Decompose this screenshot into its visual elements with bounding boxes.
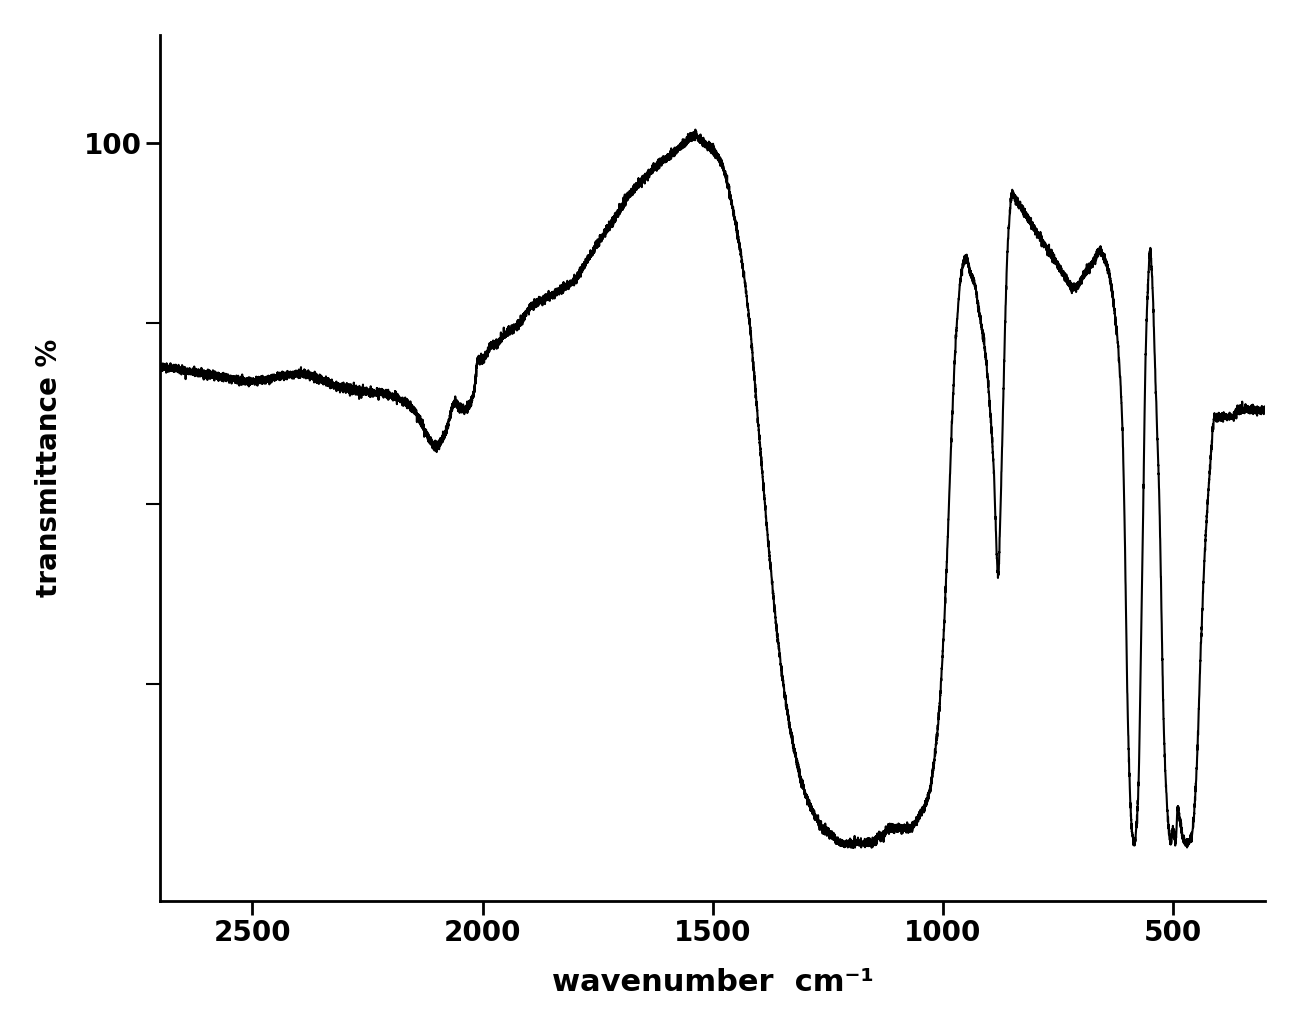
Y-axis label: transmittance %: transmittance % — [35, 338, 62, 596]
X-axis label: wavenumber  cm⁻¹: wavenumber cm⁻¹ — [552, 968, 874, 997]
